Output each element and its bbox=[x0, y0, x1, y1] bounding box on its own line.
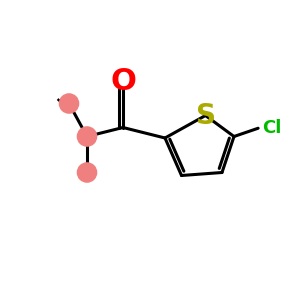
Circle shape bbox=[77, 163, 97, 182]
Circle shape bbox=[77, 127, 97, 146]
Circle shape bbox=[59, 94, 79, 113]
Text: Cl: Cl bbox=[262, 119, 282, 137]
Text: S: S bbox=[196, 101, 215, 130]
Text: O: O bbox=[110, 68, 136, 96]
